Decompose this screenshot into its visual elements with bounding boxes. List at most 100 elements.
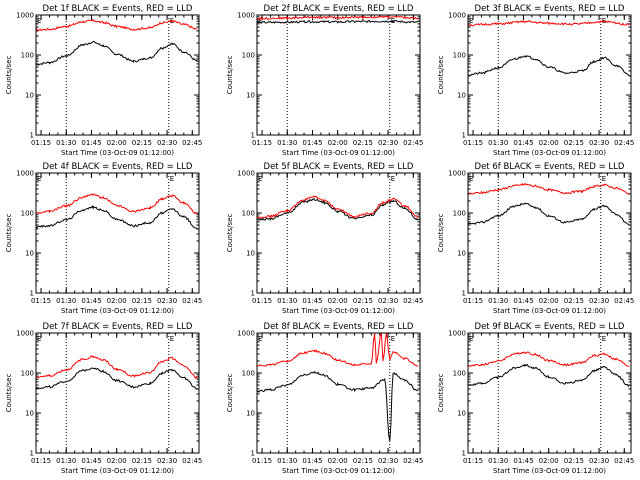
y-tick-label: 10 (457, 410, 466, 418)
plot-frame (35, 172, 200, 294)
x-tick-label: 01:15 (463, 297, 483, 305)
chart-panel-4: Det 4f BLACK = Events, RED = LLD Counts/s… (5, 162, 202, 315)
x-tick-label: 01:15 (252, 297, 272, 305)
x-tick-label: 02:30 (589, 297, 609, 305)
flag-label: E (37, 335, 41, 343)
x-axis-label: Start Time (03-Oct-09 01:12:00) (282, 467, 395, 475)
flag-label: E (170, 175, 174, 183)
y-tick-label: 1000 (237, 12, 255, 20)
x-tick-label: 02:30 (589, 457, 609, 465)
y-axis-label: Counts/sec (437, 56, 445, 95)
x-axis-label: Start Time (03-Oct-09 01:12:00) (282, 149, 395, 157)
plot-frame (256, 14, 421, 136)
flag-label: E (469, 335, 473, 343)
y-tick-label: 10 (246, 410, 255, 418)
events-series-line (256, 198, 419, 221)
x-tick-label: 02:00 (539, 457, 559, 465)
y-tick-label: 1 (251, 132, 255, 140)
x-tick-label: 02:15 (132, 457, 152, 465)
x-tick-label: 02:45 (403, 457, 423, 465)
x-tick-label: 01:30 (277, 457, 297, 465)
x-axis-label: Start Time (03-Oct-09 01:12:00) (61, 467, 174, 475)
x-tick-label: 01:15 (31, 297, 51, 305)
x-tick-label: 01:45 (513, 297, 533, 305)
x-axis-label: Start Time (03-Oct-09 01:12:00) (493, 149, 606, 157)
y-axis-label: Counts/sec (5, 374, 13, 413)
x-tick-label: 01:30 (277, 139, 297, 147)
x-tick-label: 02:30 (378, 297, 398, 305)
chart-title: Det 4f BLACK = Events, RED = LLD (43, 162, 193, 172)
y-tick-label: 10 (246, 92, 255, 100)
chart-title: Det 2f BLACK = Events, RED = LLD (264, 4, 414, 14)
events-series-line (35, 367, 198, 390)
lld-series-line (467, 20, 630, 27)
y-tick-label: 1000 (448, 330, 466, 338)
lld-series-line (467, 182, 630, 195)
lld-series-line (467, 351, 630, 368)
x-axis-label: Start Time (03-Oct-09 01:12:00) (61, 307, 174, 315)
y-axis-label: Counts/sec (226, 56, 234, 95)
x-tick-label: 02:45 (403, 139, 423, 147)
flag-label: E (469, 17, 473, 25)
y-tick-label: 1000 (448, 12, 466, 20)
events-series-line (467, 363, 630, 387)
x-tick-label: 02:15 (564, 139, 584, 147)
x-tick-label: 02:45 (403, 297, 423, 305)
flag-label: E (469, 175, 473, 183)
chart-panel-5: Det 5f BLACK = Events, RED = LLD Counts/s… (226, 162, 423, 315)
x-tick-label: 01:30 (488, 139, 508, 147)
x-tick-label: 02:45 (614, 139, 634, 147)
chart-panel-2: Det 2f BLACK = Events, RED = LLD Counts/s… (226, 4, 423, 157)
plot-frame (256, 172, 421, 294)
flag-label: E (37, 17, 41, 25)
x-tick-label: 02:00 (539, 297, 559, 305)
y-tick-label: 1000 (16, 12, 34, 20)
x-tick-label: 01:30 (488, 297, 508, 305)
flag-label: E (37, 175, 41, 183)
x-tick-label: 02:30 (157, 139, 177, 147)
chart-panel-3: Det 3f BLACK = Events, RED = LLD Counts/s… (437, 4, 634, 157)
y-tick-label: 10 (457, 92, 466, 100)
y-tick-label: 1 (462, 450, 466, 458)
y-tick-label: 100 (21, 52, 34, 60)
y-axis-label: Counts/sec (226, 214, 234, 253)
y-tick-label: 100 (453, 52, 466, 60)
x-tick-label: 02:30 (378, 139, 398, 147)
chart-title: Det 1f BLACK = Events, RED = LLD (43, 4, 193, 14)
x-tick-label: 01:30 (56, 457, 76, 465)
flag-label: E (602, 335, 606, 343)
y-tick-label: 100 (453, 370, 466, 378)
x-tick-label: 01:30 (56, 139, 76, 147)
x-tick-label: 02:45 (614, 457, 634, 465)
events-series-line (35, 205, 198, 230)
y-tick-label: 100 (242, 370, 255, 378)
x-axis-label: Start Time (03-Oct-09 01:12:00) (282, 307, 395, 315)
chart-title: Det 6f BLACK = Events, RED = LLD (475, 162, 625, 172)
x-tick-label: 01:45 (302, 139, 322, 147)
chart-panel-6: Det 6f BLACK = Events, RED = LLD Counts/s… (437, 162, 634, 315)
lld-series-line (35, 18, 198, 32)
y-tick-label: 1 (30, 132, 34, 140)
y-axis-label: Counts/sec (437, 214, 445, 253)
chart-panel-9: Det 9f BLACK = Events, RED = LLD Counts/s… (437, 322, 634, 475)
x-tick-label: 02:15 (564, 457, 584, 465)
x-tick-label: 01:45 (302, 457, 322, 465)
y-tick-label: 10 (25, 250, 34, 258)
y-tick-label: 1000 (16, 330, 34, 338)
x-tick-label: 02:15 (564, 297, 584, 305)
x-tick-label: 02:45 (614, 297, 634, 305)
x-tick-label: 01:15 (463, 139, 483, 147)
y-tick-label: 100 (242, 210, 255, 218)
x-tick-label: 01:45 (81, 139, 101, 147)
plot-frame (467, 172, 632, 294)
flag-label: E (391, 17, 395, 25)
x-axis-label: Start Time (03-Oct-09 01:12:00) (493, 307, 606, 315)
y-tick-label: 10 (457, 250, 466, 258)
y-tick-label: 10 (25, 92, 34, 100)
y-axis-label: Counts/sec (437, 374, 445, 413)
y-tick-label: 1 (462, 132, 466, 140)
chart-title: Det 3f BLACK = Events, RED = LLD (475, 4, 625, 14)
y-axis-label: Counts/sec (5, 214, 13, 253)
chart-title: Det 5f BLACK = Events, RED = LLD (264, 162, 414, 172)
